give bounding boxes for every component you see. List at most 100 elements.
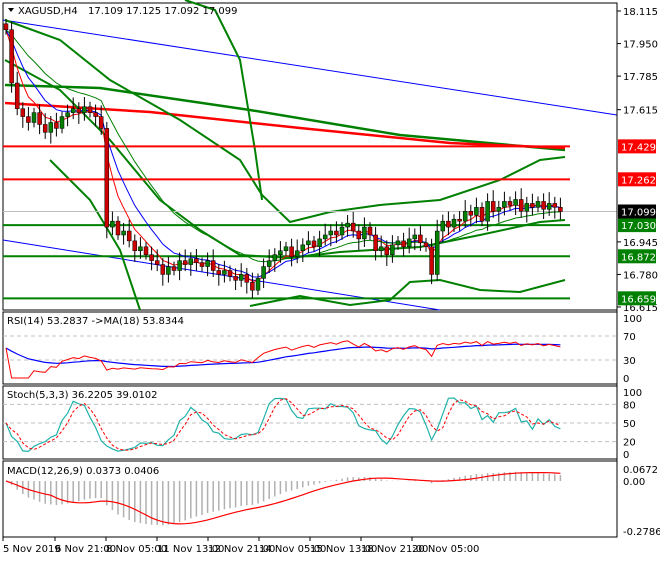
- candle: [115, 220, 121, 236]
- price-level-badge: [618, 204, 656, 219]
- candle: [507, 201, 513, 206]
- candle: [345, 222, 350, 228]
- candle: [423, 242, 429, 248]
- axes: 18.115 17.950 17.785 17.615 16.945 16.780 16.6…: [2, 3, 660, 555]
- price-level-badge: [618, 291, 656, 306]
- candle: [65, 112, 70, 117]
- candle: [171, 266, 177, 271]
- candle: [524, 203, 530, 212]
- price-panel[interactable]: XAGUSD,H4 17.109 17.125 17.092 17.099: [2, 0, 618, 311]
- candle: [502, 201, 507, 208]
- macd-panel[interactable]: MACD(12,26,9) 0.0373 0.0406: [2, 460, 618, 538]
- candle: [530, 203, 535, 208]
- candle: [222, 270, 227, 275]
- candle: [496, 207, 502, 212]
- candle: [373, 234, 378, 252]
- candle: [3, 23, 9, 30]
- price-level-label: 16.659: [621, 294, 656, 305]
- candle: [479, 207, 485, 222]
- macd-title: MACD(12,26,9) 0.0373 0.0406: [7, 466, 159, 477]
- price-panel-frame: [2, 2, 618, 311]
- candle: [490, 201, 496, 212]
- candle: [250, 282, 255, 291]
- candle: [367, 226, 373, 236]
- candle: [339, 226, 345, 236]
- macd-tick-label: 0.0672: [623, 465, 658, 476]
- time-tick-label: 20 Nov 05:00: [412, 544, 479, 555]
- stochastic-panel[interactable]: Stoch(5,3,3) 36.2205 39.0102: [2, 385, 618, 460]
- candle: [468, 211, 474, 216]
- macd-signal-line: [5, 472, 561, 525]
- rsi-title: RSI(14) 53.2837 ->MA(18) 53.8344: [7, 316, 184, 327]
- candle: [20, 108, 26, 117]
- candle: [194, 258, 199, 263]
- candle: [300, 244, 306, 252]
- price-level-badge: [618, 249, 656, 264]
- candle: [238, 274, 244, 281]
- candle: [154, 260, 160, 265]
- candle: [70, 108, 76, 113]
- candle: [188, 258, 194, 265]
- stoch-tick-label: 100: [623, 388, 642, 399]
- candle: [182, 260, 188, 265]
- trendline-upper: [2, 19, 618, 116]
- candle: [294, 250, 300, 257]
- candle: [233, 276, 238, 281]
- ema-5: [5, 29, 561, 283]
- candle: [244, 274, 250, 283]
- candle: [418, 234, 423, 244]
- candle: [311, 240, 317, 248]
- candle: [54, 122, 59, 129]
- candle: [143, 246, 149, 255]
- candle: [558, 207, 563, 212]
- candle: [14, 82, 20, 109]
- candle: [37, 112, 42, 125]
- candle: [272, 254, 278, 261]
- candle: [132, 240, 138, 252]
- stoch-tick-label: 80: [623, 400, 636, 411]
- candle: [289, 246, 294, 257]
- candle: [205, 260, 210, 267]
- stoch-main-line: [5, 397, 561, 453]
- dropdown-triangle-icon[interactable]: [8, 8, 14, 12]
- time-tick-label: 8 Nov 05:00: [106, 544, 167, 555]
- ohlc-readout: 17.109 17.125 17.092 17.099: [88, 6, 238, 17]
- rsi-panel[interactable]: RSI(14) 53.2837 ->MA(18) 53.8344: [2, 311, 618, 385]
- candle: [283, 246, 289, 252]
- candle: [31, 112, 37, 123]
- candle: [210, 260, 216, 271]
- time-tick-label: 11 Nov 13:00: [157, 544, 224, 555]
- candle: [317, 238, 322, 248]
- candle: [513, 199, 518, 206]
- candle: [384, 246, 390, 255]
- candle: [199, 262, 205, 267]
- candle: [126, 230, 132, 242]
- candle: [541, 201, 546, 210]
- candle: [395, 240, 401, 246]
- candle: [26, 116, 31, 123]
- symbol-label: XAGUSD,H4: [18, 6, 78, 17]
- time-tick-label: 6 Nov 21:00: [55, 544, 116, 555]
- candle: [48, 122, 54, 133]
- stochastic-title: Stoch(5,3,3) 36.2205 39.0102: [7, 390, 158, 401]
- stoch-tick-label: 0: [623, 450, 629, 461]
- rsi-ma-line: [5, 343, 561, 368]
- candle: [227, 270, 233, 277]
- time-tick-label: 18 Nov 21:00: [361, 544, 428, 555]
- ma-long-green: [4, 83, 566, 152]
- candle: [446, 220, 451, 228]
- candle: [552, 203, 558, 208]
- price-level-badge: [618, 172, 656, 187]
- ema-9: [5, 29, 561, 278]
- candle: [362, 226, 367, 240]
- candle: [462, 211, 468, 222]
- macd-tick-label: 0.00: [623, 477, 645, 488]
- time-tick-label: 12 Nov 21:00: [208, 544, 275, 555]
- candle: [261, 266, 266, 279]
- candle: [518, 199, 524, 212]
- candle: [535, 201, 541, 208]
- candle: [434, 230, 440, 275]
- candle: [42, 124, 48, 133]
- time-tick-label: 5 Nov 2019: [3, 544, 61, 555]
